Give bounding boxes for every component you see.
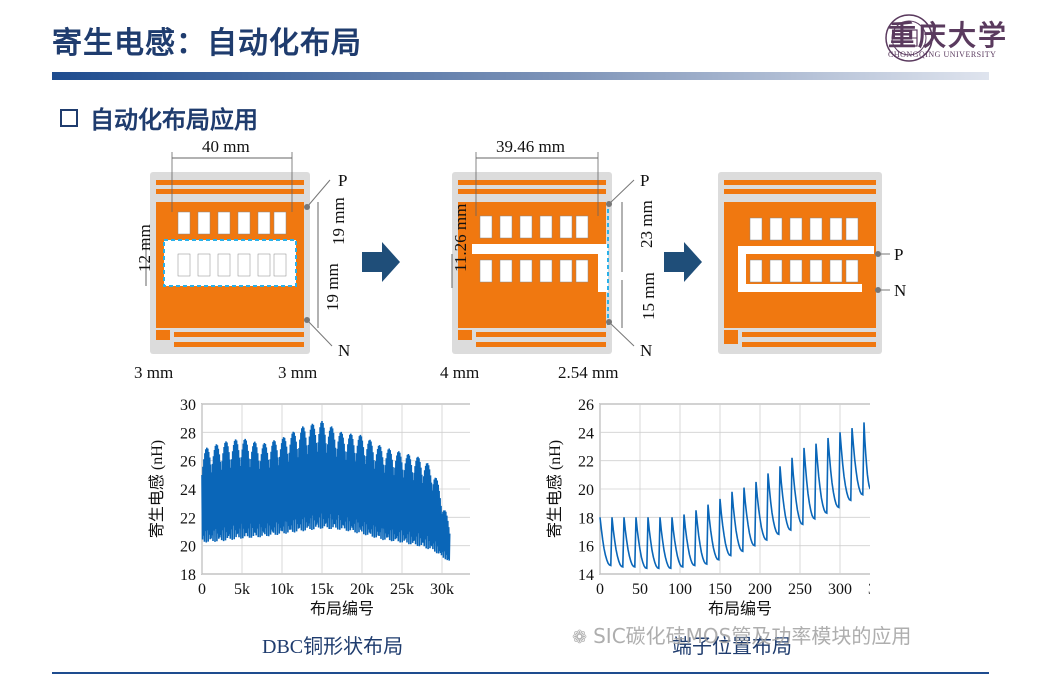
x-tick-label: 300 <box>828 581 852 598</box>
chart-1-caption: DBC铜形状布局 <box>262 636 404 658</box>
x-tick-label: 200 <box>748 581 772 598</box>
y-tick-label: 22 <box>578 454 594 471</box>
arrow-1-icon <box>362 242 400 282</box>
series-line <box>201 420 451 561</box>
university-seal-icon <box>885 14 933 62</box>
layout-1-n-label: N <box>338 341 350 360</box>
layout-2-dim-top: 23 mm <box>637 200 656 248</box>
title-bar <box>52 72 989 80</box>
layout-2-p-label: P <box>640 171 649 190</box>
y-tick-label: 20 <box>180 539 196 556</box>
section-title: 自动化布局应用 <box>90 106 258 134</box>
y-axis-label: 寄生电感 (nH) <box>148 440 166 538</box>
layout-3-n-label: N <box>894 281 906 300</box>
page-title: 寄生电感：自动化布局 <box>52 26 362 61</box>
x-tick-label: 25k <box>390 581 414 598</box>
y-tick-label: 18 <box>578 510 594 527</box>
y-tick-label: 24 <box>180 482 196 499</box>
logo-subtitle: CHONGQING UNIVERSITY <box>888 50 997 59</box>
layout-1-dim-width: 40 mm <box>202 137 250 156</box>
checkbox-bullet-icon <box>60 109 78 127</box>
x-tick-label: 250 <box>788 581 812 598</box>
layout-3-p-label: P <box>894 245 903 264</box>
layout-1-dim-bottom: 19 mm <box>323 263 342 311</box>
x-tick-label: 30k <box>430 581 454 598</box>
x-tick-label: 100 <box>668 581 692 598</box>
y-tick-label: 30 <box>180 397 196 414</box>
layout-1-dim-top: 19 mm <box>329 197 348 245</box>
layout-2-dim-left: 4 mm <box>440 363 479 382</box>
x-tick-label: 350 <box>868 581 870 598</box>
x-tick-label: 0 <box>198 581 206 598</box>
x-axis-label: 布局编号 <box>708 600 772 618</box>
x-tick-label: 5k <box>234 581 250 598</box>
chart-terminal-position: 0 50 100 150 200 250 300 350 14 16 18 20 22 24 26 布局编号 寄… <box>546 397 870 618</box>
y-tick-label: 22 <box>180 510 196 527</box>
layout-2-dim-right: 2.54 mm <box>558 363 618 382</box>
y-tick-label: 24 <box>578 425 594 442</box>
layout-1-dim-height: 12 mm <box>135 224 154 272</box>
y-axis-label: 寄生电感 (nH) <box>546 440 564 538</box>
x-tick-label: 15k <box>310 581 334 598</box>
x-tick-label: 10k <box>270 581 294 598</box>
x-tick-label: 0 <box>596 581 604 598</box>
y-tick-label: 28 <box>180 425 196 442</box>
chart-dbc-copper: 05k10k15k20k25k30k35k18202224262830布局编号寄… <box>148 397 470 618</box>
y-tick-label: 26 <box>180 454 196 471</box>
layout-1-dim-left: 3 mm <box>134 363 173 382</box>
y-tick-label: 18 <box>180 567 196 584</box>
layout-2-dim-bottom: 15 mm <box>639 272 658 320</box>
watermark-text: SIC碳化硅MOS管及功率模块的应用 <box>593 624 912 648</box>
y-tick-label: 16 <box>578 539 594 556</box>
logo-name: 重庆大学 <box>888 19 1009 52</box>
section-heading: 自动化布局应用 <box>60 100 258 135</box>
layout-1-p-label: P <box>338 171 347 190</box>
y-tick-label: 26 <box>578 397 594 414</box>
layout-2-dim-height: 11.26 mm <box>451 204 470 272</box>
layout-2-dim-width: 39.46 mm <box>496 137 565 156</box>
series-line <box>599 422 870 570</box>
chart-2-caption: 端子位置布局 <box>672 634 792 658</box>
layout-1-dim-right: 3 mm <box>278 363 317 382</box>
layout-diagrams: 40 mm 12 mm 19 mm 19 mm P N 3 mm 3 mm <box>134 137 906 382</box>
footer-line <box>52 672 989 674</box>
x-tick-label: 20k <box>350 581 374 598</box>
x-tick-label: 50 <box>632 581 648 598</box>
x-axis-label: 布局编号 <box>310 600 374 618</box>
layout-3: P N <box>718 172 906 354</box>
x-tick-label: 150 <box>708 581 732 598</box>
watermark: ❁ SIC碳化硅MOS管及功率模块的应用 <box>572 620 911 649</box>
wechat-icon: ❁ <box>572 627 588 648</box>
layout-2: 39.46 mm 11.26 mm 23 mm 15 mm P N 4 mm 2… <box>440 137 658 382</box>
y-tick-label: 20 <box>578 482 594 499</box>
arrow-2-icon <box>664 242 702 282</box>
y-tick-label: 14 <box>578 567 594 584</box>
layout-2-n-label: N <box>640 341 652 360</box>
layout-1: 40 mm 12 mm 19 mm 19 mm P N 3 mm 3 mm <box>134 137 350 382</box>
